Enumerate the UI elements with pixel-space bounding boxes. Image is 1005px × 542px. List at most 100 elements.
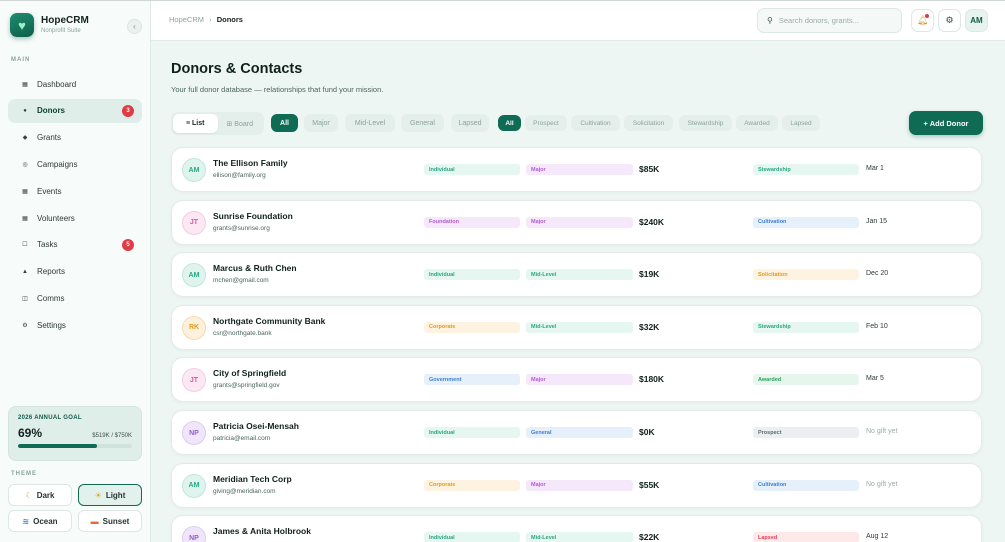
donor-avatar: RK [182,315,206,340]
list-view-button[interactable]: ≡ List [173,114,218,133]
level-filter-general[interactable]: General [401,114,444,132]
donor-row[interactable]: NP James & Anita Holbrook Individual Mid-Le… [171,515,982,542]
sunset-icon: ▬ [90,516,99,526]
gear-icon: ⚙ [22,322,28,329]
donor-name[interactable]: James & Anita Holbrook [213,526,311,537]
donor-stage-badge: Prospect [753,427,859,438]
sidebar-item-comms[interactable]: ◫ Comms [8,286,142,310]
donor-name[interactable]: Patricia Osei-Mensah [213,421,299,431]
sidebar-item-tasks[interactable]: ☐ Tasks 5 [8,233,142,257]
sidebar: ♥ HopeCRM Nonprofit Suite ‹ MAIN ▦ Dashbo… [0,1,151,542]
user-avatar[interactable]: AM [965,9,988,32]
donor-row[interactable]: AM Meridian Tech Corp giving@meridian.com C… [171,462,982,508]
settings-button[interactable]: ⚙ [938,9,961,32]
theme-light-button[interactable]: ☀ Light [78,484,142,506]
theme-label: Ocean [33,516,58,526]
donor-type-badge: Government [424,374,520,386]
donor-email: giving@meridian.com [213,487,276,495]
donor-last-gift: Mar 1 [866,165,884,172]
page-subtitle: Your full donor database — relationships… [171,85,384,94]
donor-stage-badge: Stewardship [753,321,859,333]
diamond-icon: ◆ [22,135,28,142]
theme-dark-button[interactable]: ☾ Dark [8,484,72,506]
annual-goal-card: 2026 ANNUAL GOAL 69% $519K / $750K [8,406,142,461]
breadcrumb-root[interactable]: HopeCRM [169,15,205,24]
sidebar-item-donors[interactable]: ● Donors 3 [8,98,142,123]
breadcrumb-current: Donors [216,15,243,24]
donor-row[interactable]: AM Marcus & Ruth Chen mchen@gmail.com Indiv… [171,252,982,298]
donor-row[interactable]: JT Sunrise Foundation grants@sunrise.org Fo… [171,199,982,245]
search-input[interactable] [778,16,889,25]
donor-stage-badge: Cultivation [753,479,859,491]
donor-level-badge: Mid-Level [526,532,633,542]
donor-amount: $32K [639,321,660,332]
donor-level-badge: Major [526,374,633,386]
donor-name[interactable]: Marcus & Ruth Chen [213,263,297,274]
board-view-button[interactable]: ⊞ Board [226,120,254,128]
stage-filter-awarded[interactable]: Awarded [736,115,778,131]
donor-row[interactable]: RK Northgate Community Bank csr@northgate.… [171,304,982,350]
sidebar-item-reports[interactable]: ▲ Reports [8,260,142,284]
chart-icon: ▲ [22,268,28,275]
donor-name[interactable]: The Ellison Family [213,158,288,168]
level-filter-mid-level[interactable]: Mid-Level [345,114,395,132]
level-filter-major[interactable]: Major [304,114,338,132]
sidebar-item-label: Volunteers [37,213,75,223]
sidebar-item-campaigns[interactable]: ◎ Campaigns [8,152,142,176]
donor-amount: $180K [639,374,665,385]
donor-type-badge: Corporate [424,479,520,491]
donor-email: grants@sunrise.org [213,224,270,232]
donor-amount: $22K [639,532,660,542]
donor-stage-badge: Cultivation [753,216,859,228]
sun-icon: ☀ [94,490,102,500]
sidebar-item-events[interactable]: ▦ Events [8,179,142,203]
moon-icon: ☾ [25,490,33,500]
donor-avatar: JT [182,368,206,393]
message-icon: ◫ [22,295,28,302]
search-box[interactable]: ⚲ [757,8,902,33]
theme-sunset-button[interactable]: ▬ Sunset [78,510,142,532]
stage-filter-prospect[interactable]: Prospect [525,115,567,131]
sidebar-item-volunteers[interactable]: ▦ Volunteers [8,206,142,230]
level-filter-all[interactable]: All [271,114,298,132]
donor-name[interactable]: Meridian Tech Corp [213,473,292,484]
stage-filter-lapsed[interactable]: Lapsed [782,115,820,131]
donor-last-gift: Dec 20 [866,270,889,278]
stage-filter-all[interactable]: All [498,115,521,131]
donor-last-gift: No gift yet [866,428,898,435]
donor-email: ellison@family.org [213,172,266,179]
sidebar-item-dashboard[interactable]: ▦ Dashboard [8,72,142,96]
donor-amount: $240K [639,216,665,227]
goal-percent: 69% [18,426,43,440]
donor-last-gift: Aug 12 [866,533,889,541]
sidebar-item-label: Dashboard [37,79,77,89]
add-donor-button[interactable]: + Add Donor [909,111,983,135]
notifications-button[interactable]: 🔔︎ [911,9,934,32]
stage-filter-cultivation[interactable]: Cultivation [571,115,620,131]
nav-section-label: MAIN [11,57,31,63]
dot-icon: ● [23,107,27,114]
donor-last-gift: Jan 15 [866,217,888,225]
level-filter-lapsed[interactable]: Lapsed [451,114,489,132]
donor-name[interactable]: Sunrise Foundation [213,210,293,221]
calendar-icon: ▦ [22,188,28,195]
donor-level-badge: Major [526,216,633,228]
stage-filter-stewardship[interactable]: Stewardship [679,115,732,131]
stage-filter-solicitation[interactable]: Solicitation [624,115,673,131]
donor-email: mchen@gmail.com [213,277,269,285]
donor-name[interactable]: City of Springfield [213,368,287,379]
sidebar-item-settings[interactable]: ⚙ Settings [8,313,142,337]
collapse-sidebar-button[interactable]: ‹ [127,19,142,34]
donor-amount: $55K [639,479,660,490]
donor-row[interactable]: JT City of Springfield grants@springfield.… [171,357,982,403]
sidebar-item-label: Tasks [37,240,58,250]
brand[interactable]: ♥ HopeCRM Nonprofit Suite [10,13,89,37]
donor-row[interactable]: AM The Ellison Family ellison@family.org In… [171,147,982,192]
donor-level-badge: General [526,427,633,438]
donor-avatar: AM [182,158,206,182]
theme-ocean-button[interactable]: ≋ Ocean [8,510,72,532]
donor-name[interactable]: Northgate Community Bank [213,315,326,326]
donor-row[interactable]: NP Patricia Osei-Mensah patricia@email.com… [171,410,982,455]
sidebar-item-label: Grants [37,133,62,143]
sidebar-item-grants[interactable]: ◆ Grants [8,126,142,150]
